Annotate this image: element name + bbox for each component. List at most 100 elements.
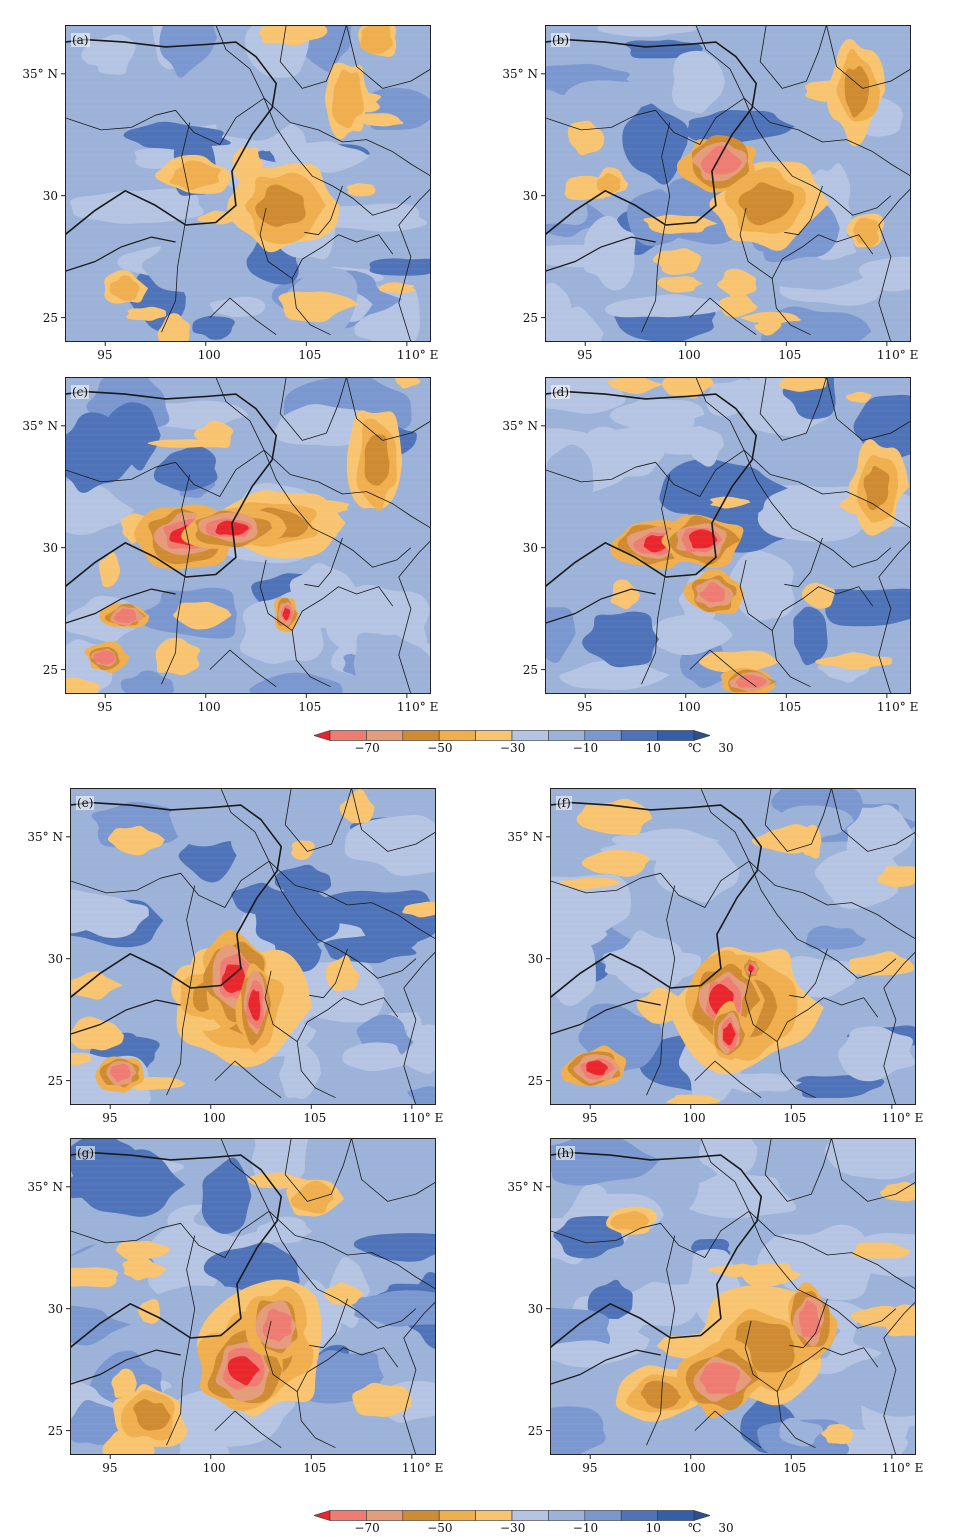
colorbar-swatch	[620, 1510, 658, 1521]
colorbar-unit: ℃	[688, 1521, 702, 1535]
colorbar-swatch	[329, 1510, 367, 1521]
warm-patch	[815, 652, 893, 670]
colorbar-tick-label: 10	[645, 1521, 661, 1535]
colorbar-tick-label: −10	[572, 1521, 599, 1535]
lon-tick-label: 95	[102, 1111, 118, 1125]
colorbar-swatch	[548, 730, 586, 741]
warm-patch	[851, 1242, 910, 1259]
map-panel: (b) 35° N 30 25 95 100 105 110° E	[502, 25, 918, 362]
lon-tick-label: 95	[97, 700, 113, 714]
cloud-patch	[685, 109, 795, 144]
province-boundary	[883, 1301, 916, 1455]
cloud-patch	[70, 1399, 122, 1445]
lon-tick-label: 100	[677, 348, 701, 362]
cloud-patch	[545, 444, 594, 508]
lon-tick-label: 110° E	[876, 348, 919, 362]
plateau-contour	[545, 236, 656, 272]
colorbar-swatch	[329, 730, 367, 741]
province-boundary	[743, 98, 892, 216]
lat-tick-label: 30	[522, 188, 538, 203]
province-boundary	[214, 1410, 282, 1449]
province-boundary	[689, 649, 757, 688]
lat-tick-label: 25	[42, 310, 58, 325]
map-canvas	[61, 377, 431, 698]
map-panel: (a) 35° N 30 25 95 100 105 110° E	[22, 25, 438, 362]
province-boundary	[259, 207, 394, 280]
lat-tick-label: 25	[522, 662, 538, 677]
cloud-patch	[671, 50, 726, 114]
panel-label: (h)	[556, 1146, 576, 1160]
cold-cloud-body	[853, 217, 880, 247]
province-boundary	[268, 1210, 436, 1290]
map-frame	[550, 1138, 916, 1455]
cloud-patch	[837, 1026, 915, 1082]
province-boundary	[789, 1298, 828, 1349]
province-boundary	[346, 25, 431, 89]
map-frame	[70, 788, 436, 1105]
warm-patch	[155, 637, 201, 676]
map-panel: (f) 35° N 30 25 95 100 105 110° E	[507, 788, 923, 1125]
province-boundary	[743, 450, 892, 568]
cloud-patch	[794, 1075, 885, 1099]
warm-patch	[698, 650, 780, 674]
lon-tick-label: 100	[677, 700, 701, 714]
map-frame	[545, 377, 911, 694]
warm-patch	[291, 840, 315, 861]
cloud-patch	[845, 804, 915, 863]
warm-patch	[70, 1267, 119, 1288]
map-panel: (d) 35° N 30 25 95 100 105 110° E	[502, 377, 918, 714]
plateau-contour	[70, 1349, 181, 1385]
lon-tick-label: 110° E	[876, 700, 919, 714]
cloud-patch	[550, 1340, 635, 1368]
plateau-boundary	[550, 1151, 762, 1349]
map-panel: (h) 35° N 30 25 95 100 105 110° E	[507, 1138, 923, 1475]
warm-patch	[258, 25, 328, 46]
colorbar-swatch	[548, 1510, 586, 1521]
warm-patch	[717, 268, 757, 299]
cloud-patch	[123, 121, 231, 152]
warm-patch	[801, 582, 836, 609]
province-boundary	[878, 540, 911, 694]
colorbar-tick-label: 10	[645, 741, 661, 755]
province-boundary	[403, 951, 436, 1105]
plateau-contour	[65, 236, 176, 272]
cloud-patch	[353, 632, 431, 694]
cloud-patch	[252, 884, 343, 954]
warm-patch	[657, 276, 704, 293]
province-boundary	[351, 1138, 436, 1202]
province-boundary	[764, 788, 832, 852]
province-boundary	[545, 25, 745, 145]
cloud-patch	[81, 34, 136, 75]
lon-tick-label: 100	[682, 1111, 706, 1125]
colorbar-swatch	[584, 730, 622, 741]
lat-tick-label: 35° N	[502, 418, 538, 433]
cloud-patch	[610, 397, 705, 433]
convective-core	[221, 964, 247, 993]
warm-patch	[70, 1052, 92, 1066]
cloud-patch	[726, 550, 795, 621]
colorbar-tick-label: 30	[718, 741, 734, 755]
warm-patch	[99, 551, 121, 588]
cold-cloud-core	[863, 465, 890, 511]
colorbar-swatch	[620, 730, 658, 741]
map-frame	[70, 1138, 436, 1455]
lat-tick-label: 35° N	[507, 1179, 543, 1194]
colorbar-graphic	[312, 1510, 712, 1521]
colorbar-tick-label: −70	[354, 1521, 380, 1535]
convective-inner	[699, 582, 726, 603]
lon-tick-label: 110° E	[881, 1111, 924, 1125]
province-boundary	[403, 1301, 436, 1455]
plateau-boundary	[545, 390, 757, 588]
cloud-patch	[279, 1044, 321, 1100]
lon-tick-label: 110° E	[881, 1461, 924, 1475]
warm-patch	[173, 601, 232, 630]
cold-cloud-body	[332, 69, 364, 129]
cloud-patch	[344, 815, 436, 876]
province-boundary	[209, 649, 277, 688]
warm-patch	[849, 951, 915, 976]
lat-tick-label: 35° N	[22, 66, 58, 81]
lat-tick-label: 30	[47, 1301, 63, 1316]
lat-tick-label: 30	[522, 540, 538, 555]
province-boundary	[309, 948, 348, 999]
panel-label: (b)	[551, 33, 571, 47]
